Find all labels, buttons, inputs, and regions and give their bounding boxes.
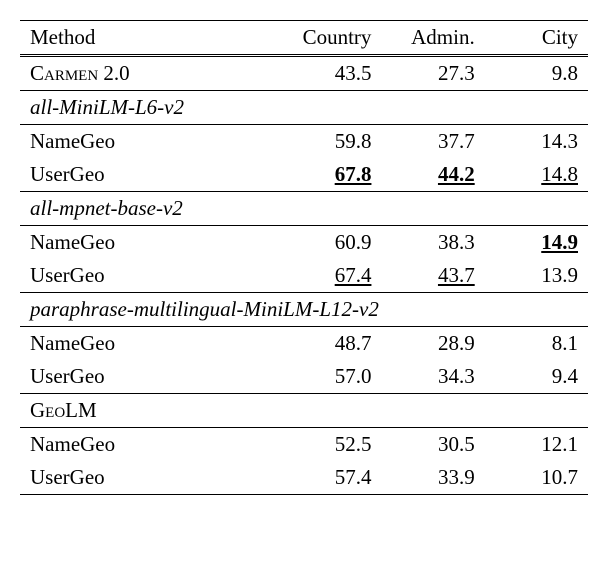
- value-cell: 34.3: [381, 360, 484, 394]
- value-cell: 14.9: [485, 226, 588, 260]
- method-cell: NameGeo: [20, 125, 278, 159]
- value-cell: 8.1: [485, 327, 588, 361]
- value-cell: 10.7: [485, 461, 588, 495]
- value-cell: 9.8: [485, 56, 588, 91]
- value-cell: 67.4: [278, 259, 381, 293]
- section-header: paraphrase-multilingual-MiniLM-L12-v2: [20, 293, 588, 327]
- section-header: all-MiniLM-L6-v2: [20, 91, 588, 125]
- method-cell: UserGeo: [20, 259, 278, 293]
- method-cell: Carmen 2.0: [20, 56, 278, 91]
- value-cell: 30.5: [381, 428, 484, 462]
- value-cell: 14.3: [485, 125, 588, 159]
- value-cell: 38.3: [381, 226, 484, 260]
- method-cell: UserGeo: [20, 360, 278, 394]
- table-body: Carmen 2.043.527.39.8all-MiniLM-L6-v2Nam…: [20, 56, 588, 495]
- table-row: UserGeo57.034.39.4: [20, 360, 588, 394]
- value-cell: 27.3: [381, 56, 484, 91]
- col-header-country: Country: [278, 21, 381, 56]
- table-row: NameGeo60.938.314.9: [20, 226, 588, 260]
- value-cell: 52.5: [278, 428, 381, 462]
- value-cell: 59.8: [278, 125, 381, 159]
- table-row: paraphrase-multilingual-MiniLM-L12-v2: [20, 293, 588, 327]
- value-cell: 37.7: [381, 125, 484, 159]
- value-cell: 43.7: [381, 259, 484, 293]
- section-header: all-mpnet-base-v2: [20, 192, 588, 226]
- table-row: Carmen 2.043.527.39.8: [20, 56, 588, 91]
- table-header-row: Method Country Admin. City: [20, 21, 588, 56]
- method-cell: UserGeo: [20, 158, 278, 192]
- value-cell: 44.2: [381, 158, 484, 192]
- table-row: NameGeo59.837.714.3: [20, 125, 588, 159]
- value-cell: 43.5: [278, 56, 381, 91]
- value-cell: 67.8: [278, 158, 381, 192]
- table-row: all-mpnet-base-v2: [20, 192, 588, 226]
- table-row: all-MiniLM-L6-v2: [20, 91, 588, 125]
- results-table: Method Country Admin. City Carmen 2.043.…: [20, 20, 588, 495]
- value-cell: 57.0: [278, 360, 381, 394]
- value-cell: 28.9: [381, 327, 484, 361]
- table-row: NameGeo52.530.512.1: [20, 428, 588, 462]
- value-cell: 57.4: [278, 461, 381, 495]
- value-cell: 60.9: [278, 226, 381, 260]
- value-cell: 9.4: [485, 360, 588, 394]
- table-row: GeoLM: [20, 394, 588, 428]
- value-cell: 33.9: [381, 461, 484, 495]
- method-cell: UserGeo: [20, 461, 278, 495]
- table-row: UserGeo67.443.713.9: [20, 259, 588, 293]
- value-cell: 14.8: [485, 158, 588, 192]
- col-header-method: Method: [20, 21, 278, 56]
- section-header: GeoLM: [20, 394, 588, 428]
- table-row: UserGeo57.433.910.7: [20, 461, 588, 495]
- method-cell: NameGeo: [20, 428, 278, 462]
- value-cell: 48.7: [278, 327, 381, 361]
- value-cell: 12.1: [485, 428, 588, 462]
- table-row: NameGeo48.728.98.1: [20, 327, 588, 361]
- col-header-admin: Admin.: [381, 21, 484, 56]
- table-row: UserGeo67.844.214.8: [20, 158, 588, 192]
- method-cell: NameGeo: [20, 226, 278, 260]
- value-cell: 13.9: [485, 259, 588, 293]
- col-header-city: City: [485, 21, 588, 56]
- method-cell: NameGeo: [20, 327, 278, 361]
